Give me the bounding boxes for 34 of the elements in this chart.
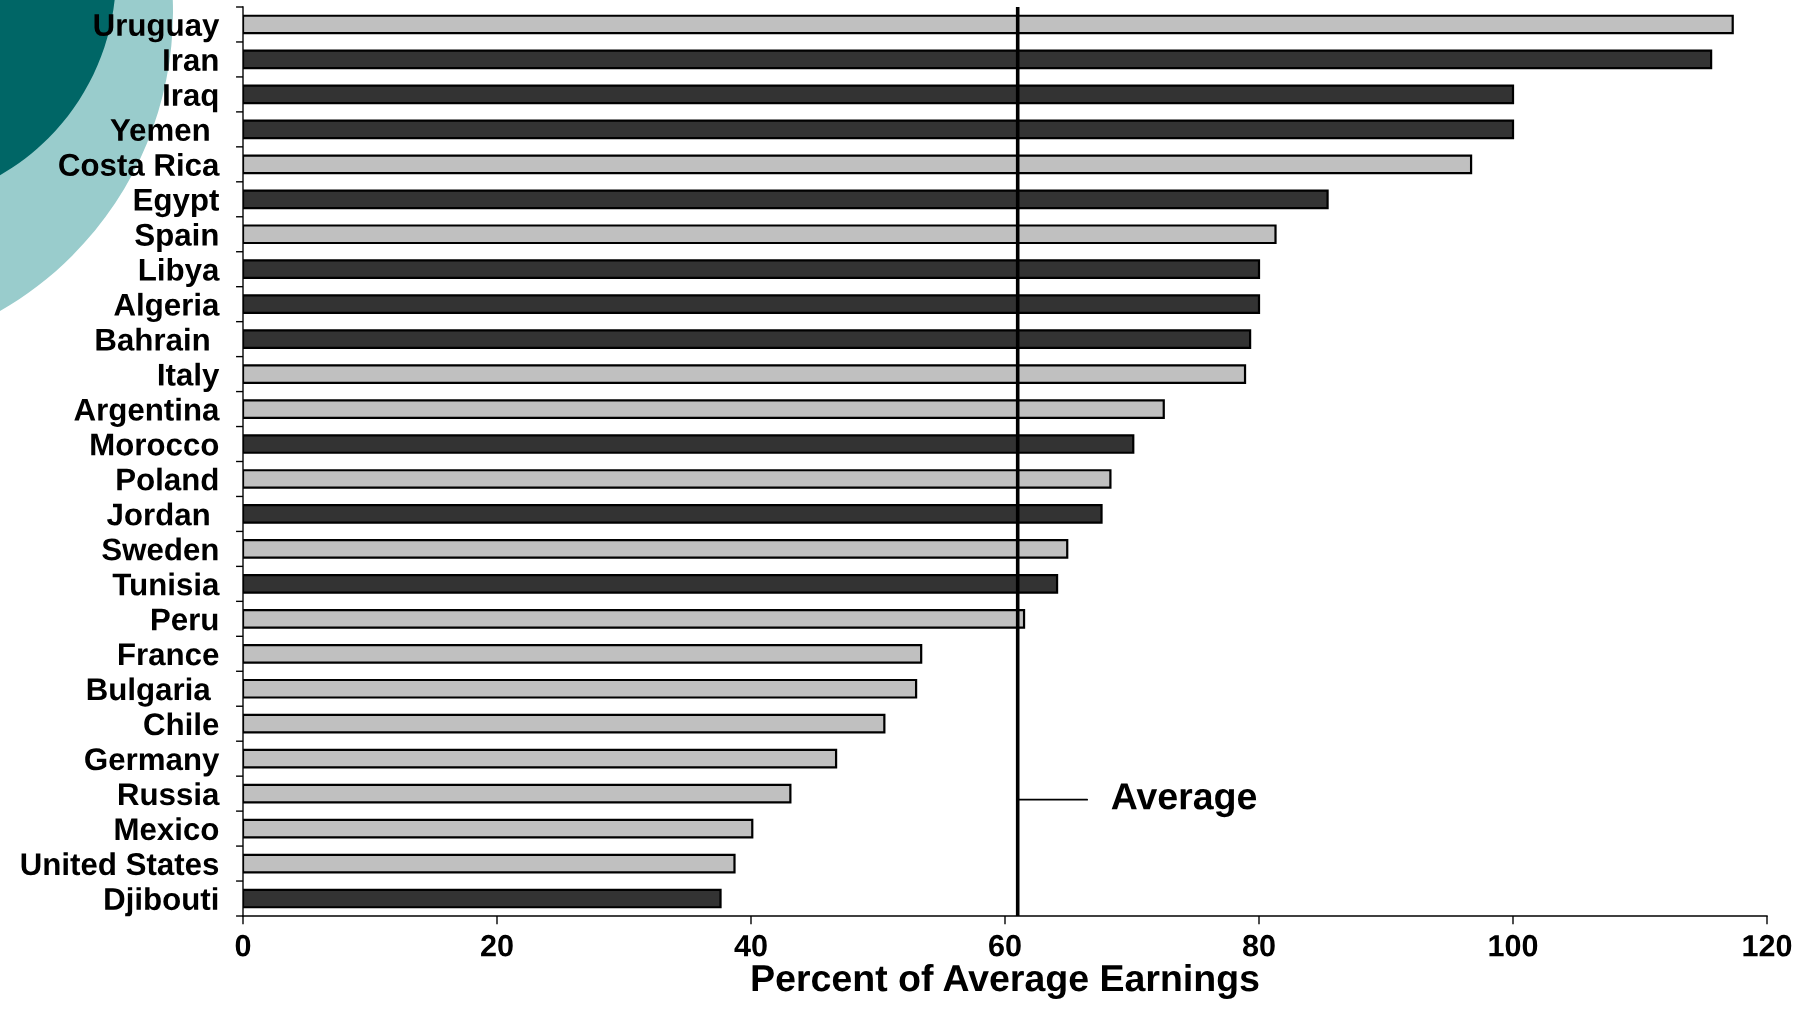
x-tick-label: 80 <box>1242 934 1275 957</box>
y-tick-label: Argentina <box>74 397 220 427</box>
y-tick-label: Egypt <box>134 189 220 218</box>
y-tick-label: Italy <box>158 362 220 392</box>
y-tick-label: Sweden <box>102 537 218 561</box>
y-tick-label: Libya <box>139 257 220 288</box>
y-tick-label: Germany <box>85 748 220 777</box>
ref-line-label: Average <box>1111 783 1257 818</box>
y-tick-label: Morocco <box>91 433 219 456</box>
y-tick-label: Iran <box>164 49 218 72</box>
y-tick-label: Tunisia <box>112 572 220 596</box>
x-tick-label: 40 <box>734 934 767 957</box>
x-tick-label: 60 <box>989 934 1021 957</box>
x-tick-label: 100 <box>1489 934 1538 957</box>
y-tick-label: Bulgaria <box>87 677 211 707</box>
x-axis-title: Percent of Average Earnings <box>752 963 1259 1000</box>
y-tick-label: Chile <box>144 712 219 736</box>
y-tick-label: Algeria <box>114 292 220 323</box>
y-tick-label: Bahrain <box>96 327 209 351</box>
y-tick-label: Costa Rica <box>59 153 220 176</box>
y-tick-label: Mexico <box>115 817 219 841</box>
y-tick-label: Poland <box>117 467 218 491</box>
y-tick-label: Jordan <box>107 502 209 526</box>
x-tick-label: 120 <box>1743 934 1792 957</box>
y-tick-label: Peru <box>152 608 218 631</box>
y-tick-label: Russia <box>119 782 220 806</box>
y-tick-label: France <box>119 643 219 666</box>
y-tick-label: Spain <box>135 222 218 253</box>
y-tick-label: Yemen <box>110 119 209 141</box>
y-tick-label: Iraq <box>164 84 218 113</box>
x-tick-label: 0 <box>235 934 251 957</box>
y-tick-label: United States <box>21 852 219 876</box>
x-tick-label: 20 <box>481 934 513 957</box>
y-tick-label: Djibouti <box>105 887 218 917</box>
